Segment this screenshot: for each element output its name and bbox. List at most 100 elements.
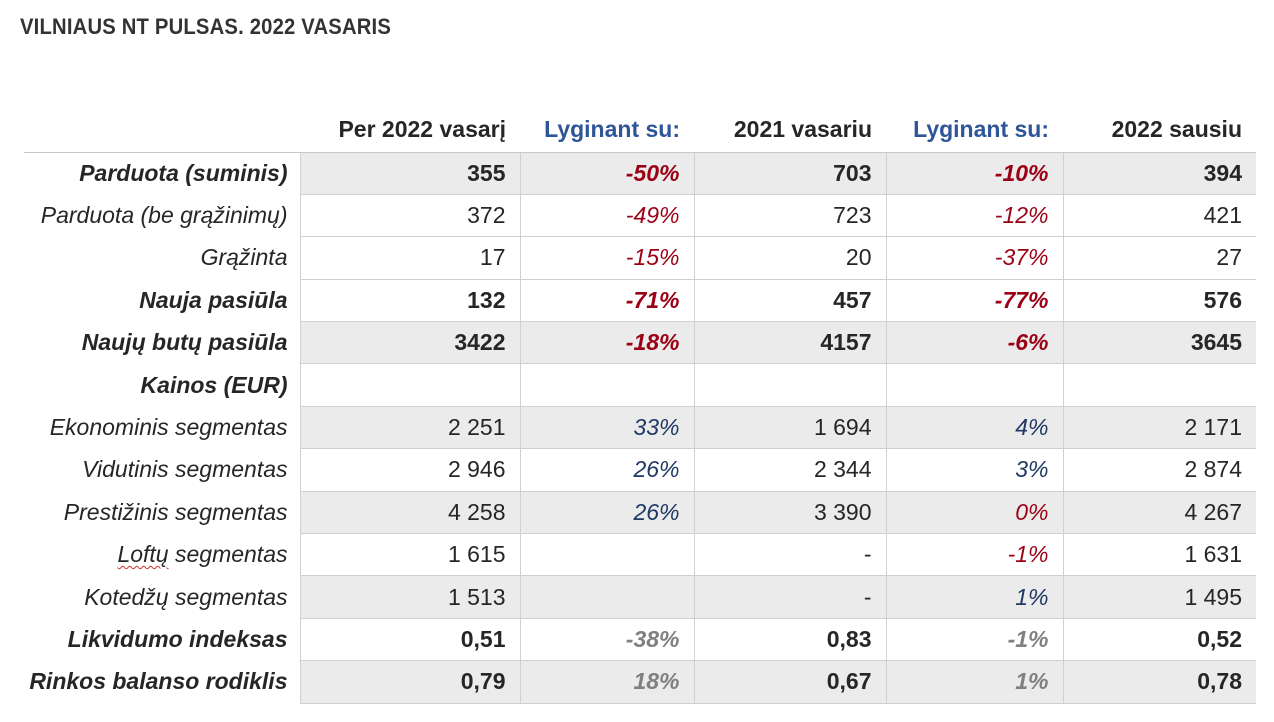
cell-prev-year: - bbox=[693, 533, 886, 577]
row-label-lofts-word: Loftų bbox=[117, 541, 169, 568]
cell-prev-year: 3 390 bbox=[693, 491, 886, 535]
table-row-vidutinis: Vidutinis segmentas 2 946 26% 2 344 3% 2… bbox=[24, 448, 1256, 492]
cell-prev-year: 2 344 bbox=[693, 448, 886, 492]
row-label: Nauja pasiūla bbox=[139, 286, 288, 313]
cell-compare-month: 3% bbox=[885, 448, 1063, 492]
cell-compare-year bbox=[519, 363, 694, 407]
cell-current: 132 bbox=[299, 279, 520, 323]
cell-prev-month: 3645 bbox=[1062, 321, 1256, 365]
row-label: Ekonominis segmentas bbox=[49, 414, 288, 441]
cell-compare-month: -77% bbox=[885, 279, 1063, 323]
header-prev-month: 2022 sausiu bbox=[1063, 107, 1256, 153]
cell-prev-year: 20 bbox=[693, 236, 886, 280]
nt-pulse-table: Per 2022 vasarį Lyginant su: 2021 vasari… bbox=[24, 107, 1256, 704]
cell-compare-year bbox=[519, 533, 694, 577]
cell-compare-month: -10% bbox=[885, 152, 1063, 195]
cell-compare-month: -1% bbox=[885, 533, 1063, 577]
header-compare-year: Lyginant su: bbox=[520, 107, 694, 153]
cell-prev-month: 2 171 bbox=[1062, 406, 1256, 450]
row-label: Vidutinis segmentas bbox=[82, 456, 288, 483]
cell-prev-year: 457 bbox=[693, 279, 886, 323]
cell-compare-month: 4% bbox=[885, 406, 1063, 450]
cell-compare-year bbox=[519, 575, 694, 619]
cell-prev-month bbox=[1062, 363, 1256, 407]
cell-compare-month: -1% bbox=[885, 618, 1063, 662]
row-label: Kainos (EUR) bbox=[140, 371, 288, 398]
cell-prev-month: 27 bbox=[1062, 236, 1256, 280]
page-title: VILNIAUS NT PULSAS. 2022 VASARIS bbox=[20, 14, 392, 39]
row-label: Grąžinta bbox=[200, 244, 288, 271]
cell-prev-year: 4157 bbox=[693, 321, 886, 365]
cell-compare-year: -38% bbox=[519, 618, 694, 662]
header-prev-year: 2021 vasariu bbox=[694, 107, 886, 153]
cell-prev-month: 421 bbox=[1062, 194, 1256, 238]
cell-compare-year: -49% bbox=[519, 194, 694, 238]
table-row-nauja-pasiula: Nauja pasiūla 132 -71% 457 -77% 576 bbox=[24, 279, 1256, 323]
cell-current: 4 258 bbox=[299, 491, 520, 535]
table-row-loftu: Loftų segmentas 1 615 - -1% 1 631 bbox=[24, 533, 1256, 577]
header-current-period: Per 2022 vasarį bbox=[300, 107, 520, 153]
cell-prev-month: 1 495 bbox=[1062, 575, 1256, 619]
table-row-rinkos-balanso-rodiklis: Rinkos balanso rodiklis 0,79 18% 0,67 1%… bbox=[24, 660, 1256, 704]
cell-prev-year: 0,67 bbox=[693, 660, 886, 704]
cell-current: 1 615 bbox=[299, 533, 520, 577]
cell-current: 3422 bbox=[299, 321, 520, 365]
row-label: Kotedžų segmentas bbox=[84, 583, 288, 610]
table-row-parduota-suminis: Parduota (suminis) 355 -50% 703 -10% 394 bbox=[24, 152, 1256, 195]
cell-prev-year: 1 694 bbox=[693, 406, 886, 450]
cell-prev-year: 723 bbox=[693, 194, 886, 238]
table-row-grazinta: Grąžinta 17 -15% 20 -37% 27 bbox=[24, 236, 1256, 280]
cell-compare-year: -18% bbox=[519, 321, 694, 365]
cell-current: 0,51 bbox=[299, 618, 520, 662]
table-row-ekonominis: Ekonominis segmentas 2 251 33% 1 694 4% … bbox=[24, 406, 1256, 450]
cell-prev-month: 2 874 bbox=[1062, 448, 1256, 492]
row-label-segment-word: segmentas bbox=[168, 541, 288, 568]
cell-compare-month: -12% bbox=[885, 194, 1063, 238]
cell-current: 2 946 bbox=[299, 448, 520, 492]
cell-current: 17 bbox=[299, 236, 520, 280]
cell-prev-month: 0,52 bbox=[1062, 618, 1256, 662]
cell-prev-month: 394 bbox=[1062, 152, 1256, 195]
cell-compare-month: 0% bbox=[885, 491, 1063, 535]
cell-prev-year: 0,83 bbox=[693, 618, 886, 662]
row-label: Parduota (be grąžinimų) bbox=[40, 202, 288, 229]
cell-compare-month: 1% bbox=[885, 660, 1063, 704]
cell-compare-year: 33% bbox=[519, 406, 694, 450]
cell-current: 355 bbox=[299, 152, 520, 195]
cell-compare-month: -37% bbox=[885, 236, 1063, 280]
row-label: Loftų segmentas bbox=[24, 534, 300, 576]
cell-compare-year: -50% bbox=[519, 152, 694, 195]
cell-compare-month bbox=[885, 363, 1063, 407]
row-label: Naujų butų pasiūla bbox=[81, 329, 288, 356]
table-row-parduota-be-grazinimu: Parduota (be grąžinimų) 372 -49% 723 -12… bbox=[24, 194, 1256, 238]
header-compare-month: Lyginant su: bbox=[886, 107, 1063, 153]
cell-prev-month: 1 631 bbox=[1062, 533, 1256, 577]
table-header-row: Per 2022 vasarį Lyginant su: 2021 vasari… bbox=[24, 107, 1256, 153]
row-label: Parduota (suminis) bbox=[79, 159, 288, 186]
table-row-nauju-butu-pasiula: Naujų butų pasiūla 3422 -18% 4157 -6% 36… bbox=[24, 321, 1256, 365]
header-empty bbox=[24, 107, 300, 153]
cell-prev-month: 4 267 bbox=[1062, 491, 1256, 535]
table-row-kotedzu: Kotedžų segmentas 1 513 - 1% 1 495 bbox=[24, 575, 1256, 619]
cell-current: 2 251 bbox=[299, 406, 520, 450]
cell-compare-year: 26% bbox=[519, 491, 694, 535]
cell-current: 0,79 bbox=[299, 660, 520, 704]
cell-prev-year: - bbox=[693, 575, 886, 619]
cell-prev-year: 703 bbox=[693, 152, 886, 195]
cell-compare-year: -71% bbox=[519, 279, 694, 323]
cell-compare-month: 1% bbox=[885, 575, 1063, 619]
cell-prev-month: 0,78 bbox=[1062, 660, 1256, 704]
table-row-kainos: Kainos (EUR) bbox=[24, 363, 1256, 407]
row-label: Likvidumo indeksas bbox=[67, 625, 288, 652]
cell-compare-month: -6% bbox=[885, 321, 1063, 365]
row-label: Prestižinis segmentas bbox=[63, 498, 288, 525]
cell-prev-month: 576 bbox=[1062, 279, 1256, 323]
row-label: Rinkos balanso rodiklis bbox=[29, 668, 288, 695]
table-row-prestizinis: Prestižinis segmentas 4 258 26% 3 390 0%… bbox=[24, 491, 1256, 535]
cell-current: 1 513 bbox=[299, 575, 520, 619]
cell-compare-year: 18% bbox=[519, 660, 694, 704]
cell-prev-year bbox=[693, 363, 886, 407]
cell-compare-year: 26% bbox=[519, 448, 694, 492]
cell-compare-year: -15% bbox=[519, 236, 694, 280]
table-row-likvidumo-indeksas: Likvidumo indeksas 0,51 -38% 0,83 -1% 0,… bbox=[24, 618, 1256, 662]
